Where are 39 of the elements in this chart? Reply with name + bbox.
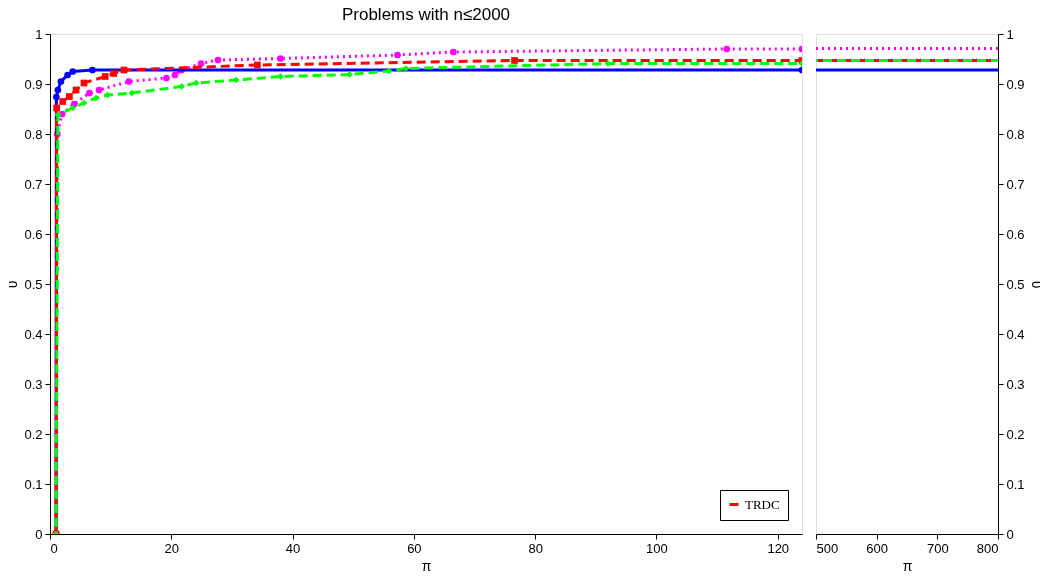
x-tick-label: 20 [164, 540, 180, 556]
x-tick-label: 80 [528, 540, 543, 556]
y-tick-label: 0 [35, 526, 43, 542]
x-tick-label: 600 [866, 540, 889, 556]
x-axis-title: π [421, 557, 432, 574]
x-tick-label: 100 [646, 540, 668, 556]
x-tick-label: 700 [926, 540, 949, 556]
y-tick-label: 0.8 [24, 126, 43, 142]
y-tick-label: 0.3 [24, 376, 43, 392]
x-axis-title: π [902, 557, 913, 574]
y-tick-label: 0.2 [1006, 426, 1025, 442]
x-tick-label: 120 [767, 540, 790, 556]
y-tick-label: 0.8 [1006, 126, 1025, 142]
y-tick-label: 0.2 [24, 426, 43, 442]
y-tick-label: 1 [35, 26, 43, 42]
y-tick-label: 0 [1006, 526, 1014, 542]
y-tick-label: 0.6 [1006, 226, 1025, 242]
chart-title: Problems with n≤2000 [341, 5, 511, 24]
y-tick-label: 0.9 [1006, 76, 1025, 92]
x-tick-label: 500 [816, 540, 839, 556]
legend-label: TRDC [745, 496, 780, 512]
y-tick-label: 1 [1006, 26, 1014, 42]
x-tick-label: 800 [976, 540, 999, 556]
y-tick-label: 0.5 [1006, 276, 1025, 292]
y-tick-label: 0.7 [24, 176, 43, 192]
x-tick-label: 60 [407, 540, 422, 556]
y-tick-label: 0.5 [24, 276, 43, 292]
y-tick-label: 0.6 [24, 226, 43, 242]
x-tick-label: 40 [285, 540, 301, 556]
y-tick-label: 0.3 [1006, 376, 1025, 392]
y-tick-label: 0.4 [24, 326, 43, 342]
y-axis-title: υ [1028, 280, 1045, 289]
y-tick-label: 0.1 [1006, 476, 1025, 492]
y-tick-label: 0.4 [1006, 326, 1025, 342]
y-tick-label: 0.1 [24, 476, 43, 492]
y-tick-label: 0.9 [24, 76, 43, 92]
x-tick-label: 0 [50, 540, 58, 556]
y-axis-title: υ [4, 280, 21, 289]
y-tick-label: 0.7 [1006, 176, 1025, 192]
